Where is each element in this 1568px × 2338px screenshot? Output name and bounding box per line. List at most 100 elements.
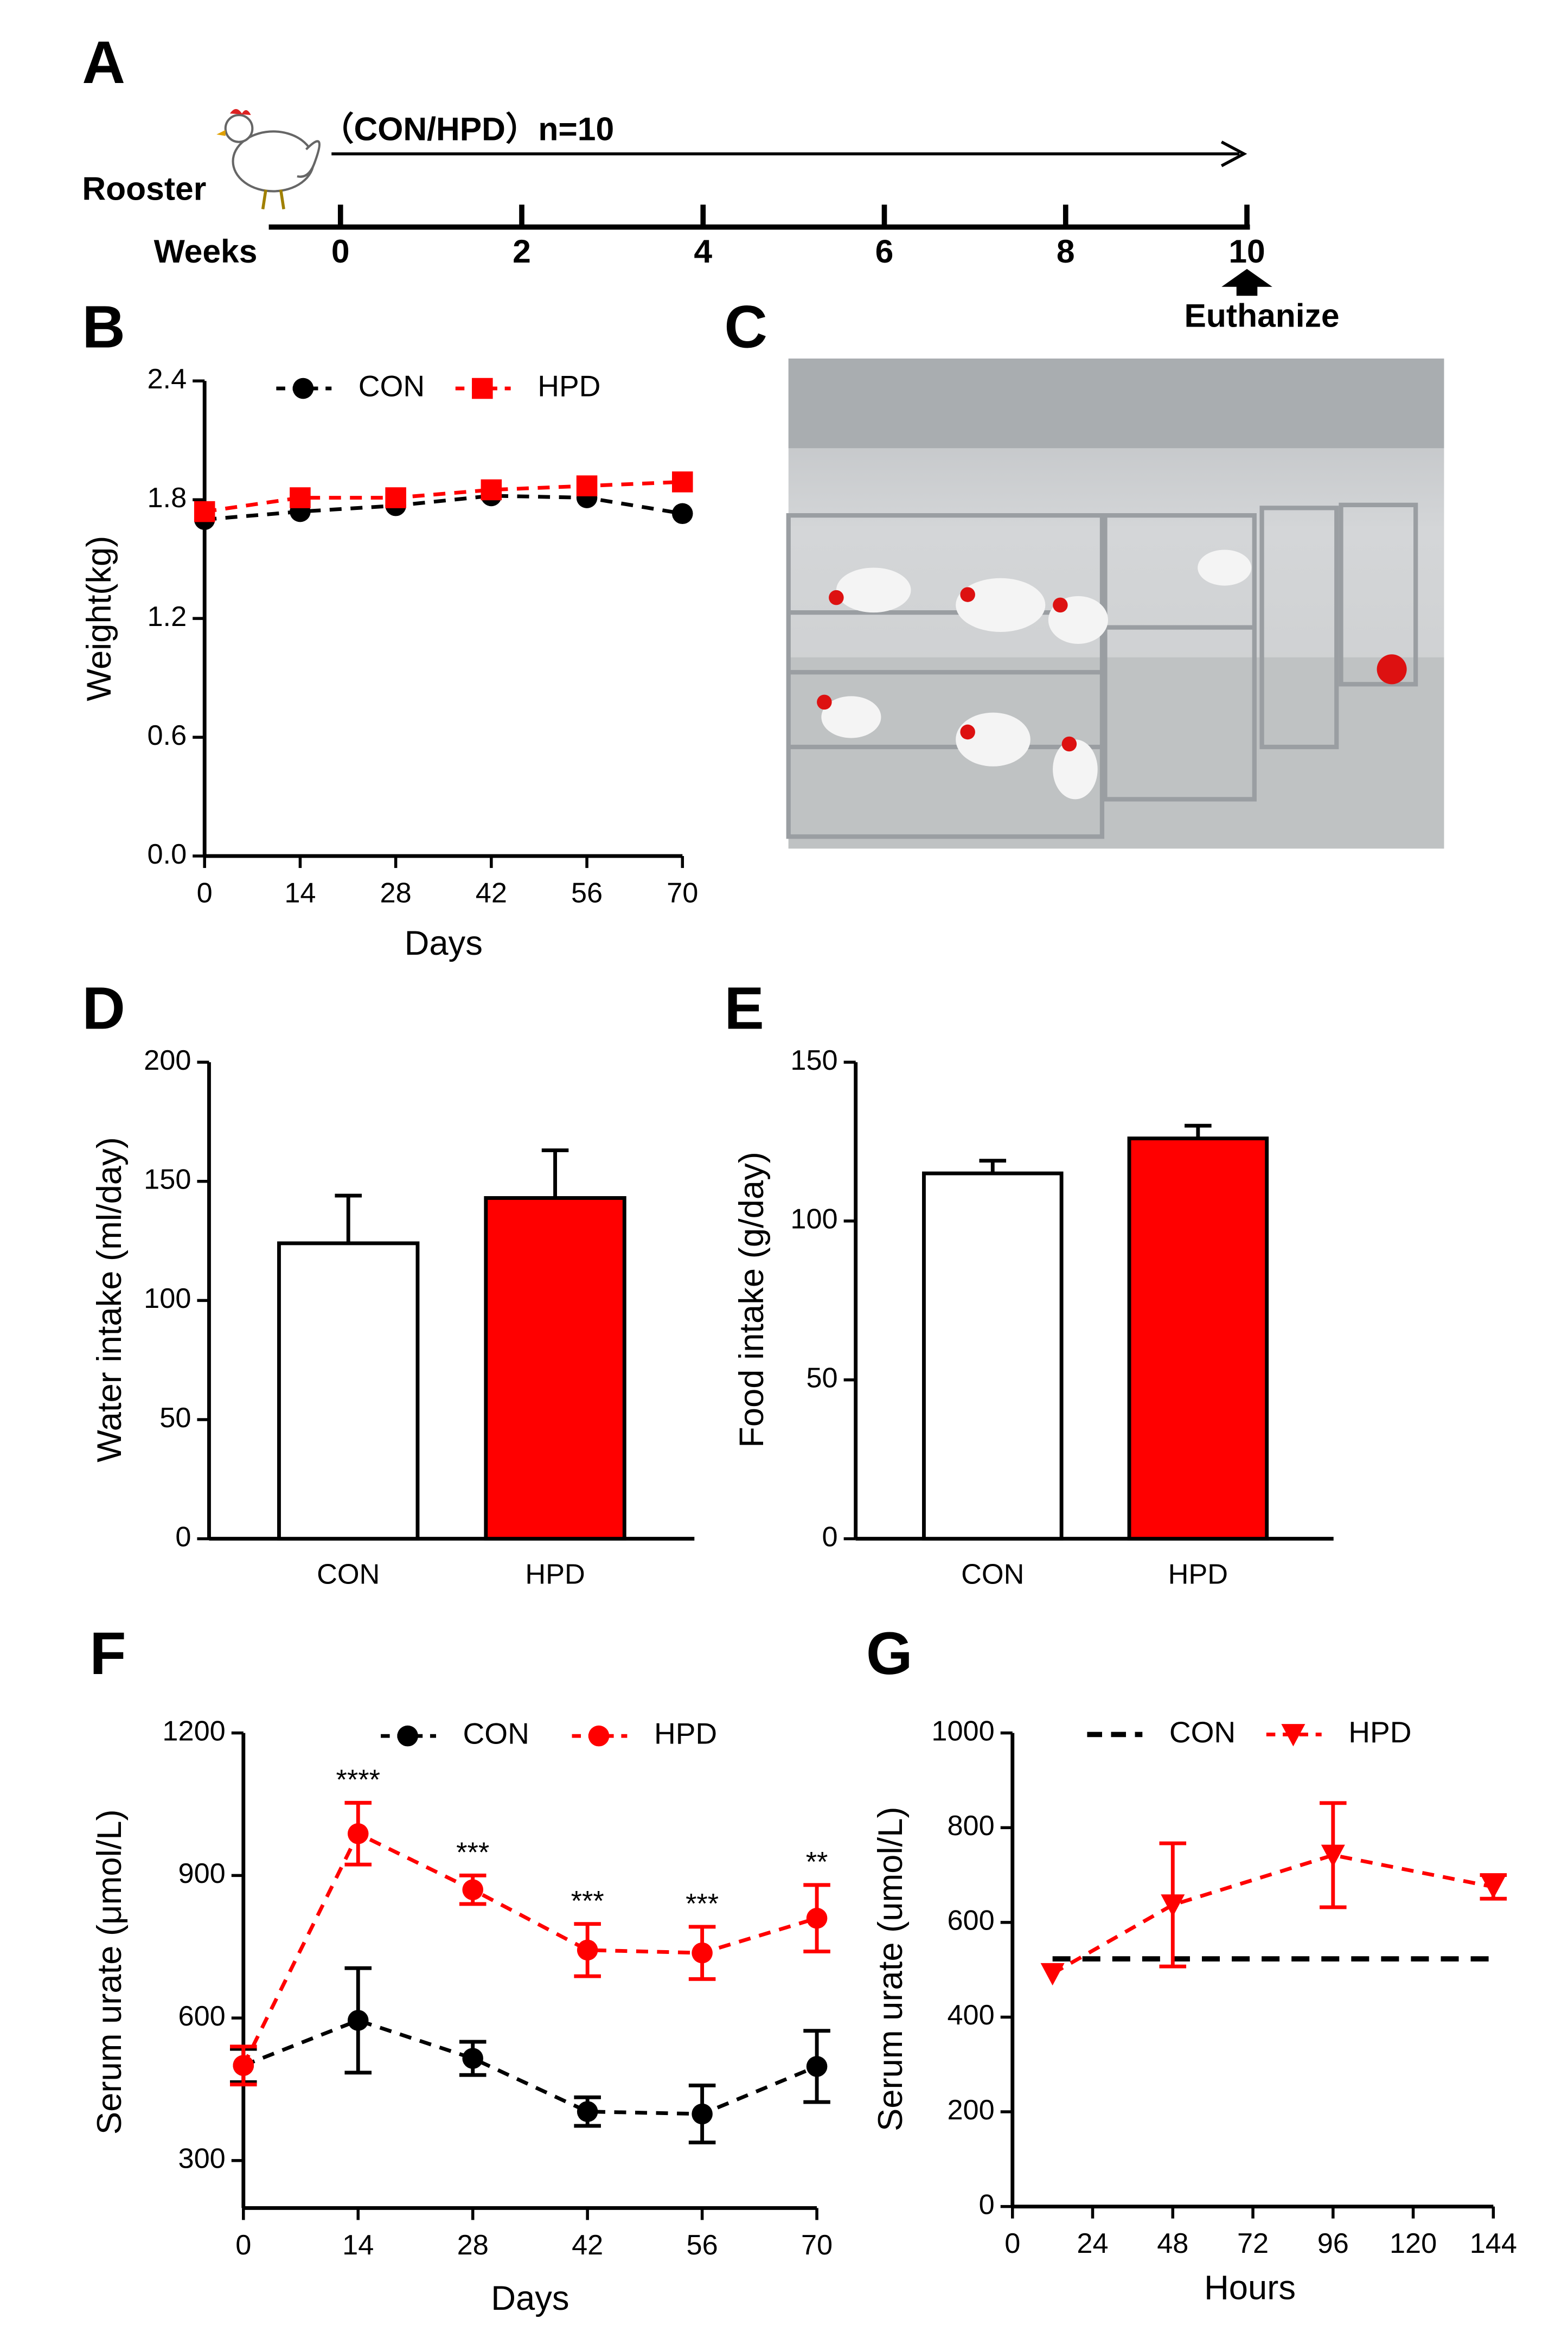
y-tick-label: 0	[822, 1521, 838, 1553]
x-tick-label: 28	[457, 2230, 489, 2261]
y-tick-label: 200	[947, 2094, 994, 2126]
x-tick-label: 70	[801, 2230, 833, 2261]
photo	[786, 358, 1444, 849]
x-tick-label: 28	[380, 877, 412, 909]
y-tick-label: 50	[159, 1402, 191, 1434]
y-tick-label: 400	[947, 2000, 994, 2031]
x-axis-label: Hours	[1204, 2269, 1296, 2307]
marker	[194, 501, 215, 522]
marker	[233, 2055, 254, 2076]
y-tick-label: 150	[790, 1045, 837, 1076]
series-line	[241, 1831, 818, 2067]
y-tick-label: 300	[178, 2143, 225, 2175]
marker	[397, 1725, 418, 1747]
y-tick-label: 1000	[931, 1715, 994, 1747]
timeline-tick-label: 0	[331, 233, 350, 270]
y-tick-label: 1.8	[147, 482, 187, 514]
marker	[290, 487, 311, 508]
group-label: （CON/HPD）n=10	[321, 110, 614, 147]
marker	[577, 2101, 598, 2122]
event-arrow	[1221, 269, 1272, 296]
x-tick-label: 144	[1470, 2228, 1517, 2259]
legend-label: HPD	[537, 369, 600, 403]
bar	[484, 1196, 626, 1541]
marker	[1481, 1876, 1506, 1899]
x-tick-label: 70	[667, 877, 698, 909]
y-axis-label: Food intake (g/day)	[733, 1152, 771, 1448]
marker	[692, 2103, 713, 2125]
timeline-tick-label: 4	[694, 233, 712, 270]
marker	[1161, 1894, 1185, 1917]
marker	[576, 475, 598, 496]
series-line	[1051, 1853, 1494, 1976]
x-tick-label: 72	[1237, 2228, 1269, 2259]
marker	[692, 1942, 713, 1964]
timeline-ticks: 0 2 4 6 8 10	[331, 205, 1265, 270]
series-line	[204, 494, 683, 522]
x-tick-label: 14	[284, 877, 316, 909]
x-tick-label: 14	[342, 2230, 374, 2261]
marker	[347, 2010, 369, 2031]
panel-label: E	[724, 975, 764, 1042]
marker	[1321, 1844, 1345, 1867]
significance-label: ***	[571, 1886, 604, 1917]
subject-label: Rooster	[82, 170, 206, 207]
panel-label: A	[82, 29, 125, 96]
marker	[481, 479, 502, 501]
significance-label: ***	[456, 1837, 489, 1869]
panel-label: G	[866, 1620, 913, 1687]
y-tick-label: 150	[144, 1164, 191, 1196]
x-tick-label: CON	[961, 1558, 1024, 1590]
marker	[806, 1907, 828, 1929]
series-line	[204, 480, 683, 514]
x-tick-label: 42	[476, 877, 507, 909]
timeline-axis-label: Weeks	[154, 233, 258, 270]
x-tick-label: 0	[235, 2230, 251, 2261]
timeline-tick-label: 6	[875, 233, 894, 270]
marker	[385, 487, 406, 508]
marker	[806, 2056, 828, 2077]
y-tick-label: 200	[144, 1045, 191, 1076]
panel-label: D	[82, 975, 125, 1042]
legend-label: HPD	[1348, 1715, 1411, 1749]
arrow-head	[1220, 140, 1247, 168]
event-label: Euthanize	[1185, 297, 1340, 334]
x-tick-label: 0	[197, 877, 213, 909]
timeline-tick-label: 10	[1228, 233, 1265, 270]
marker	[577, 1939, 598, 1961]
chart: D Water intake (ml/day) 0 50 100 150 200 CON HPD	[82, 975, 695, 1590]
x-tick-label: 56	[571, 877, 603, 909]
y-axis-label: Serum urate (μmol/L)	[91, 1809, 129, 2135]
y-tick-label: 800	[947, 1810, 994, 1842]
bar	[922, 1171, 1064, 1541]
y-tick-label: 100	[790, 1204, 837, 1235]
x-tick-label: 120	[1390, 2228, 1437, 2259]
chart: G Serum urate (umol/L) Hours 0 200 400 600 800 1…	[866, 1620, 1517, 2307]
x-axis-label: Days	[405, 924, 483, 962]
marker	[672, 503, 693, 525]
x-tick-label: 96	[1317, 2228, 1349, 2259]
y-tick-label: 1200	[162, 1715, 225, 1747]
y-tick-label: 2.4	[147, 363, 187, 395]
x-tick-label: 56	[687, 2230, 718, 2261]
significance-label: ***	[686, 1888, 719, 1920]
y-tick-label: 600	[178, 2001, 225, 2032]
y-tick-label: 50	[806, 1363, 837, 1394]
y-tick-label: 1.2	[147, 601, 187, 633]
x-tick-label: 48	[1157, 2228, 1188, 2259]
timeline-tick-label: 2	[513, 233, 531, 270]
series-line	[242, 2018, 818, 2116]
y-tick-label: 600	[947, 1905, 994, 1937]
y-tick-label: 0.6	[147, 720, 187, 751]
y-tick-label: 0	[175, 1521, 191, 1553]
marker	[588, 1725, 610, 1747]
x-tick-label: HPD	[525, 1558, 585, 1590]
chart: B Weight(kg) Days 0.0 0.6 1.2 1.8 2.4 0 14 28 42 56 7…	[80, 293, 698, 962]
significance-label: ****	[336, 1765, 380, 1796]
marker	[672, 471, 693, 493]
timeline-tick-label: 8	[1057, 233, 1075, 270]
y-axis-label: Water intake (ml/day)	[91, 1137, 129, 1462]
panel-label: C	[724, 293, 767, 360]
